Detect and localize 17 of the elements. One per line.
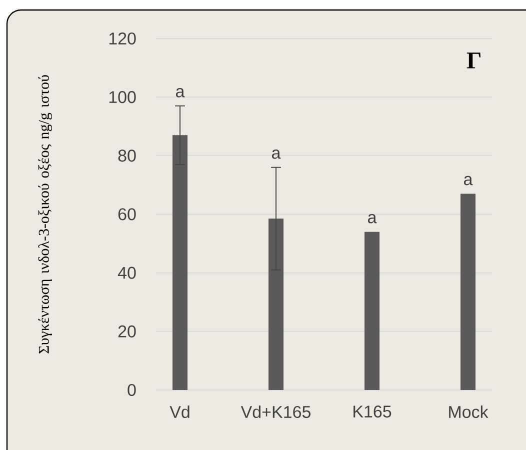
y-tick-label: 0 xyxy=(128,384,136,396)
x-tick-label: K165 xyxy=(354,406,392,418)
chart-title: Γ xyxy=(466,52,480,68)
annotation: a xyxy=(368,214,377,224)
y-tick-label: 20 xyxy=(118,325,136,338)
y-tick-label: 60 xyxy=(118,208,136,220)
x-tick-label: Mock xyxy=(449,406,488,418)
y-tick-label: 80 xyxy=(118,150,136,162)
y-tick-label: 120 xyxy=(109,32,136,45)
x-tick-label: Vd xyxy=(170,406,190,418)
y-axis-title: Συγκέντωση ινδολ-3-οξικού οξέος ng/g ιστού xyxy=(38,75,52,354)
x-tick-label: Vd+K165 xyxy=(240,406,310,418)
annotation: a xyxy=(176,88,185,98)
annotation: a xyxy=(272,150,281,159)
y-tick-label: 40 xyxy=(118,266,136,279)
y-tick-label: 100 xyxy=(109,91,136,104)
annotation: a xyxy=(464,176,473,186)
